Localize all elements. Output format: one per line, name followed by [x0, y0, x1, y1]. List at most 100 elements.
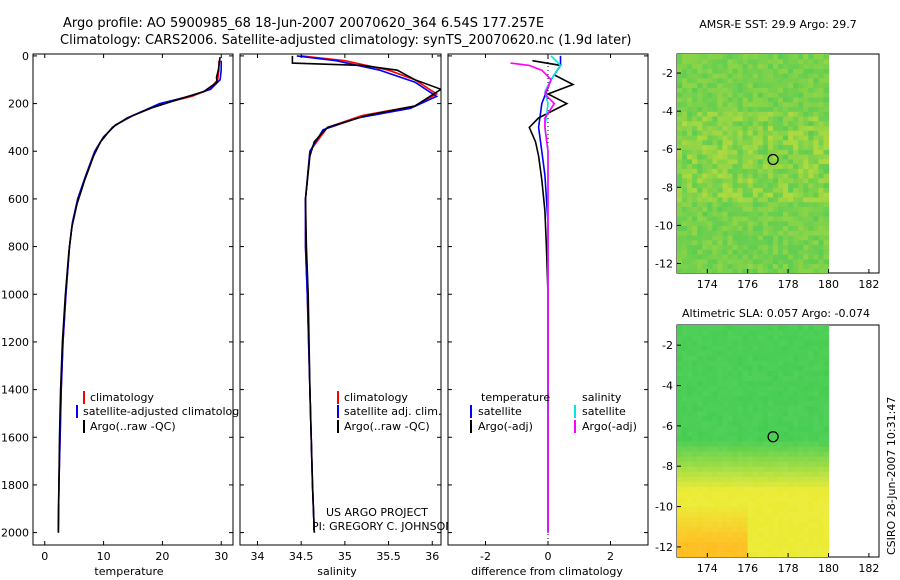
map-cell [752, 370, 759, 376]
map-cell [798, 54, 804, 60]
map-cell [702, 430, 708, 437]
map-cell [737, 526, 744, 533]
y-tick-label: 0 [22, 50, 29, 63]
map-cell [808, 187, 814, 193]
map-cell [808, 263, 814, 269]
salinity-frame [239, 53, 442, 546]
map-cell [798, 552, 804, 557]
map-cell [722, 154, 729, 160]
map-cell [778, 144, 784, 150]
map-cell [697, 390, 703, 397]
map-cell [803, 144, 809, 150]
map-cell [767, 77, 774, 84]
map-cell [818, 395, 824, 402]
map-cell [697, 239, 703, 246]
map-cell [747, 405, 754, 412]
map-cell [813, 182, 819, 188]
map-cell [747, 173, 754, 179]
map-cell [692, 516, 698, 523]
map-cell [687, 158, 693, 165]
map-cell [742, 536, 749, 543]
map-cell [682, 130, 688, 136]
y-tick-label: 1200 [1, 336, 29, 349]
map-cell [788, 486, 794, 492]
map-cell [783, 441, 789, 447]
map-cell [682, 54, 688, 60]
map-cell [813, 496, 819, 503]
map-cell [692, 163, 698, 169]
map-cell [762, 446, 769, 452]
map-cell [757, 225, 764, 231]
map-cell [762, 139, 769, 146]
map-cell [702, 96, 708, 103]
map-cell [732, 491, 739, 497]
map-cell [707, 268, 713, 273]
map-cell [707, 456, 713, 462]
y-tick-label: 400 [8, 145, 29, 158]
map-cell [762, 111, 769, 117]
map-cell [798, 134, 804, 141]
map-cell [803, 461, 809, 467]
map-cell [747, 526, 754, 533]
map-cell [747, 249, 754, 255]
map-cell [813, 360, 819, 366]
map-cell [727, 201, 734, 207]
map-cell [727, 187, 734, 193]
map-cell [823, 87, 830, 93]
map-cell [692, 220, 698, 226]
map-cell [813, 375, 819, 381]
map-cell [762, 481, 769, 487]
map-cell [818, 476, 824, 482]
map-cell [803, 481, 809, 487]
project-line1: US ARGO PROJECT [326, 506, 428, 519]
map-cell [778, 111, 784, 117]
map-cell [707, 182, 713, 188]
map-cell [823, 410, 830, 417]
map-cell [697, 82, 703, 88]
map-cell [813, 106, 819, 112]
legend-temperature-head: temperature [481, 391, 550, 404]
map-cell [793, 254, 799, 260]
map-cell [793, 506, 799, 513]
map-cell [737, 466, 744, 472]
map-cell [707, 526, 713, 533]
map-cell [798, 531, 804, 538]
y-tick-label: -10 [655, 501, 673, 514]
map-cell [757, 506, 764, 513]
map-cell [803, 201, 809, 207]
map-cell [682, 144, 688, 150]
map-cell [747, 430, 754, 437]
map-cell [818, 511, 824, 518]
map-cell [783, 139, 789, 146]
map-cell [692, 466, 698, 472]
map-cell [793, 163, 799, 169]
map-cell [823, 58, 830, 65]
map-cell [813, 531, 819, 538]
map-cell [747, 111, 754, 117]
map-cell [737, 249, 744, 255]
map-cell [712, 541, 718, 548]
map-cell [692, 491, 698, 497]
map-cell [823, 92, 830, 98]
map-cell [717, 125, 723, 131]
map-cell [752, 446, 759, 452]
map-cell [682, 173, 688, 179]
map-cell [778, 375, 784, 381]
map-cell [793, 92, 799, 98]
map-cell [712, 340, 718, 346]
map-cell [752, 385, 759, 392]
map-cell [813, 201, 819, 207]
temperature-legend: climatology satellite-adjusted climatolo… [76, 391, 246, 433]
map-cell [737, 77, 744, 84]
map-cell [762, 201, 769, 207]
map-cell [762, 177, 769, 184]
map-cell [778, 239, 784, 246]
map-cell [762, 192, 769, 198]
map-cell [803, 546, 809, 553]
map-cell [732, 420, 739, 427]
map-cell [813, 268, 819, 273]
map-cell [778, 211, 784, 217]
map-cell [818, 120, 824, 127]
map-cell [788, 395, 794, 402]
map-cell [692, 201, 698, 207]
